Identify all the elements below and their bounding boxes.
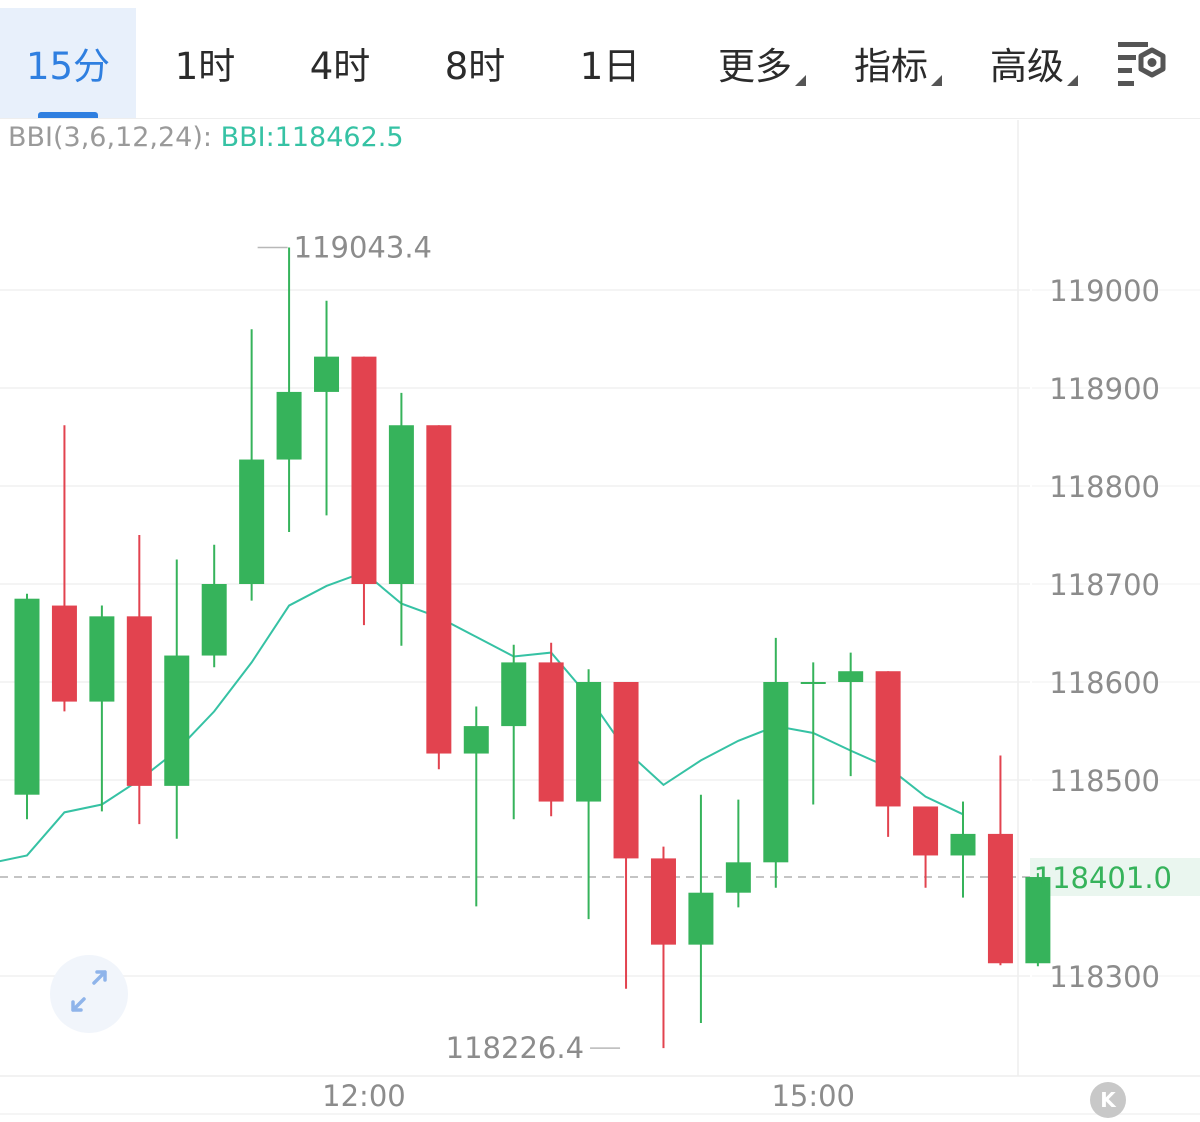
- candle-body: [875, 671, 901, 807]
- candle-body: [89, 616, 115, 702]
- tab-1h[interactable]: 1时: [140, 8, 270, 118]
- y-tick-label: 118800: [1049, 470, 1160, 504]
- candle-body: [501, 662, 527, 727]
- tab-label: 4时: [309, 45, 371, 88]
- dropdown-caret-icon: [931, 75, 942, 86]
- x-tick-label: 12:00: [322, 1079, 406, 1113]
- candle-body: [576, 682, 602, 802]
- candle-body: [763, 682, 789, 863]
- tab-indicators-dropdown[interactable]: 指标: [836, 8, 946, 118]
- candle: [426, 425, 452, 770]
- candle: [201, 544, 227, 668]
- candle: [126, 535, 152, 825]
- x-tick-label: 15:00: [771, 1079, 855, 1113]
- y-tick-label: 118700: [1049, 568, 1160, 602]
- tab-label: 8时: [444, 45, 506, 88]
- tab-label: 1时: [174, 45, 236, 88]
- y-tick-label: 118900: [1049, 372, 1160, 406]
- candle: [51, 425, 77, 712]
- candle: [688, 794, 714, 1024]
- tab-label: 更多: [718, 45, 792, 88]
- candle: [838, 652, 864, 777]
- candle: [239, 329, 265, 601]
- tab-8h[interactable]: 8时: [410, 8, 540, 118]
- candle-body: [463, 726, 489, 754]
- candle: [351, 356, 377, 626]
- candle-body: [426, 425, 452, 754]
- active-tab-indicator: [38, 112, 98, 118]
- candle: [576, 669, 602, 920]
- candle-body: [650, 858, 676, 945]
- tab-4h[interactable]: 4时: [275, 8, 405, 118]
- candle: [950, 801, 976, 898]
- y-tick-label: 119000: [1049, 274, 1160, 308]
- candle-body: [1025, 877, 1051, 964]
- dropdown-caret-icon: [1067, 75, 1078, 86]
- candle: [463, 706, 489, 907]
- candle-body: [538, 662, 564, 802]
- candle-body: [613, 682, 639, 859]
- last-price-label: 118401.0: [1034, 861, 1172, 895]
- tab-label: 高级: [990, 45, 1064, 88]
- bbi-indicator-legend: BBI(3,6,12,24): BBI:118462.5: [8, 122, 404, 153]
- expand-arrows-icon: [71, 970, 107, 1012]
- candle-body: [838, 671, 864, 682]
- candle: [314, 300, 340, 516]
- tab-more-dropdown[interactable]: 更多: [700, 8, 810, 118]
- candle: [987, 755, 1013, 966]
- chart-settings-button[interactable]: [1112, 36, 1172, 92]
- bbi-indicator-value: BBI:118462.5: [220, 122, 404, 153]
- expand-chart-button[interactable]: [50, 955, 128, 1033]
- candle-body: [950, 833, 976, 856]
- candle-body: [725, 862, 751, 893]
- y-tick-label: 118500: [1049, 764, 1160, 798]
- candle-body: [388, 425, 414, 584]
- candle: [725, 799, 751, 908]
- tab-15m[interactable]: 15分: [0, 8, 136, 118]
- candle-body: [239, 459, 265, 584]
- candle: [164, 559, 190, 839]
- candle: [89, 605, 115, 812]
- tab-label: 1日: [579, 45, 641, 88]
- candle-body: [126, 616, 152, 786]
- candle: [650, 846, 676, 1049]
- candle: [388, 392, 414, 646]
- candle: [276, 247, 302, 533]
- candle: [800, 662, 826, 805]
- bbi-indicator-label: BBI(3,6,12,24):: [8, 122, 212, 153]
- tab-label: 指标: [854, 45, 928, 88]
- last-price-tag: [1030, 858, 1200, 897]
- candle: [613, 682, 639, 989]
- tab-1d[interactable]: 1日: [545, 8, 675, 118]
- candle: [1025, 873, 1051, 967]
- candle-body: [164, 655, 190, 786]
- timeframe-tab-bar: 15分 1时 4时 8时 1日 更多 指标 高级: [0, 0, 1200, 119]
- candle-body: [51, 605, 77, 702]
- y-tick-label: 118300: [1049, 960, 1160, 994]
- candle-body: [14, 598, 40, 795]
- k-line-button[interactable]: K: [1090, 1082, 1126, 1118]
- candle: [501, 644, 527, 820]
- candle-body: [800, 682, 826, 684]
- y-tick-label: 118600: [1049, 666, 1160, 700]
- candle: [875, 671, 901, 837]
- candle-body: [276, 391, 302, 460]
- candlestick-chart[interactable]: 119000 118900 118800 118700 118600 118500 1183…: [0, 120, 1200, 1120]
- candle-body: [351, 356, 377, 584]
- candle-body: [201, 584, 227, 656]
- candle-body: [314, 356, 340, 392]
- candle: [14, 593, 40, 820]
- candle: [913, 806, 939, 888]
- min-price-label: 118226.4: [446, 1031, 584, 1065]
- dropdown-caret-icon: [795, 75, 806, 86]
- tab-label: 15分: [25, 45, 111, 88]
- max-price-label: 119043.4: [294, 230, 432, 264]
- tab-advanced-dropdown[interactable]: 高级: [972, 8, 1082, 118]
- candle-body: [913, 806, 939, 856]
- candle-body: [688, 892, 714, 945]
- candle: [763, 637, 789, 888]
- chart-settings-icon: [1118, 42, 1166, 86]
- candle: [538, 642, 564, 817]
- candle-body: [987, 833, 1013, 964]
